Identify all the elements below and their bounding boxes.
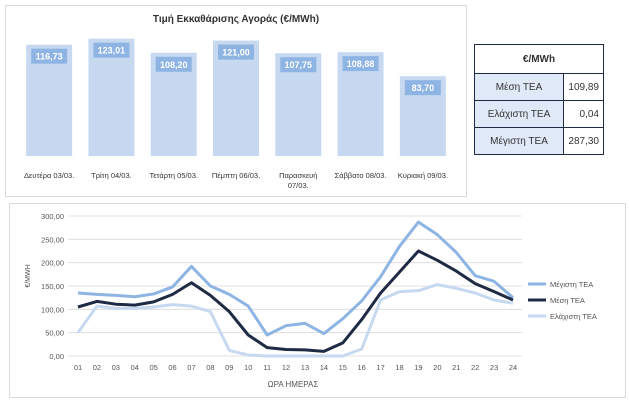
x-tick-label-24: 24 [509, 363, 517, 372]
stats-row-min: Ελάχιστη ΤΕΑ 0,04 [474, 100, 604, 128]
stats-value-mean: 109,89 [563, 73, 604, 101]
series-line-2 [77, 249, 514, 353]
stats-label-max: Μέγιστη ΤΕΑ [474, 127, 564, 155]
stats-value-max: 287,30 [563, 127, 604, 155]
x-tick-label-12: 12 [282, 363, 290, 372]
x-tick-label-09: 09 [225, 363, 233, 372]
bar-category-label-5: Παρασκευή 07/03. [279, 171, 317, 190]
x-tick-label-18: 18 [395, 363, 403, 372]
legend-label-3: Ελάχιστη ΤΕΑ [550, 312, 597, 321]
x-tick-label-10: 10 [244, 363, 252, 372]
x-tick-label-08: 08 [206, 363, 214, 372]
bar-chart: Τιμή Εκκαθάρισης Αγοράς (€/MWh) 116,73 Δε… [24, 14, 448, 190]
bar-category-label-4: Πέμπτη 06/03. [212, 171, 260, 180]
x-tick-label-13: 13 [301, 363, 309, 372]
bar-value-label-5: 107,75 [285, 60, 313, 70]
stats-table: €/MWh Μέση ΤΕΑ 109,89 Ελάχιστη ΤΕΑ 0,04 … [474, 44, 604, 155]
y-tick-label-4: 200,00 [41, 259, 64, 268]
y-tick-label-5: 250,00 [41, 235, 64, 244]
bar-value-label-2: 123,01 [98, 46, 126, 56]
x-tick-label-04: 04 [131, 363, 139, 372]
x-tick-label-14: 14 [320, 363, 328, 372]
bar-value-label-bg-7 [404, 80, 441, 96]
x-tick-label-01: 01 [74, 363, 82, 372]
bar-category-label-1: Δευτέρα 03/03. [24, 171, 74, 180]
x-tick-label-03: 03 [112, 363, 120, 372]
bar-category-label-3: Τετάρτη 05/03. [149, 171, 198, 180]
x-tick-label-06: 06 [168, 363, 176, 372]
y-tick-label-0: 0,00 [49, 352, 64, 361]
stats-table-header: €/MWh [474, 44, 604, 74]
bar-2 [88, 38, 135, 156]
x-tick-label-11: 11 [263, 363, 271, 372]
bar-value-label-6: 108,88 [347, 59, 375, 69]
bar-value-label-bg-2 [93, 42, 130, 58]
x-tick-label-02: 02 [93, 363, 101, 372]
y-tick-label-6: 300,00 [41, 212, 64, 221]
x-tick-label-19: 19 [414, 363, 422, 372]
x-tick-label-07: 07 [187, 363, 195, 372]
bar-category-label-2: Τρίτη 04/03. [91, 171, 132, 180]
bar-value-label-bg-3 [155, 56, 192, 72]
bar-4 [213, 40, 259, 157]
x-tick-label-17: 17 [376, 363, 384, 372]
x-tick-label-15: 15 [339, 363, 347, 372]
bar-value-label-1: 116,73 [36, 52, 63, 62]
series-line-3 [76, 283, 514, 358]
bar-value-label-bg-1 [31, 48, 68, 64]
stats-row-mean: Μέση ΤΕΑ 109,89 [474, 73, 604, 101]
bar-category-label-line1-5: Παρασκευή [279, 171, 317, 180]
bar-value-label-bg-6 [342, 56, 379, 72]
stats-value-min: 0,04 [563, 100, 604, 128]
line-chart: 0,00 50,00 100,00 150,00 200,00 250,00 300,00 0… [25, 212, 597, 389]
stats-row-max: Μέγιστη ΤΕΑ 287,30 [474, 127, 604, 155]
y-axis-label: €/MWH [25, 264, 32, 287]
x-tick-label-05: 05 [149, 363, 157, 372]
bar-category-label-6: Σάββατο 08/03. [335, 171, 387, 180]
legend-label-1: Μέγιστη ΤΕΑ [550, 280, 593, 289]
x-tick-label-16: 16 [358, 363, 366, 372]
y-tick-label-1: 50,00 [45, 329, 64, 338]
stats-label-min: Ελάχιστη ΤΕΑ [474, 100, 564, 128]
bar-value-label-bg-4 [218, 44, 254, 60]
series-line-1 [77, 220, 514, 337]
x-tick-label-23: 23 [490, 363, 498, 372]
bar-category-label-7: Κυριακή 09/03. [398, 171, 448, 180]
line-chart-panel: 0,00 50,00 100,00 150,00 200,00 250,00 300,00 0… [9, 203, 626, 398]
bar-value-label-7: 83,70 [412, 83, 435, 93]
x-tick-label-21: 21 [452, 363, 460, 372]
bar-category-label-line2-5: 07/03. [288, 181, 309, 190]
y-tick-label-3: 150,00 [41, 282, 64, 291]
x-axis-label: ΩΡΑ ΗΜΕΡΑΣ [268, 380, 319, 389]
bar-value-label-3: 108,20 [160, 60, 188, 70]
bar-chart-panel: Τιμή Εκκαθάρισης Αγοράς (€/MWh) 116,73 Δε… [5, 5, 467, 197]
y-tick-label-2: 100,00 [41, 305, 64, 314]
x-tick-label-20: 20 [433, 363, 441, 372]
x-tick-label-22: 22 [471, 363, 479, 372]
legend-label-2: Μέση ΤΕΑ [550, 296, 585, 305]
bar-chart-title: Τιμή Εκκαθάρισης Αγοράς (€/MWh) [153, 14, 319, 25]
bar-value-label-bg-5 [280, 57, 317, 73]
stats-label-mean: Μέση ΤΕΑ [474, 73, 564, 101]
bar-value-label-4: 121,00 [222, 48, 250, 58]
